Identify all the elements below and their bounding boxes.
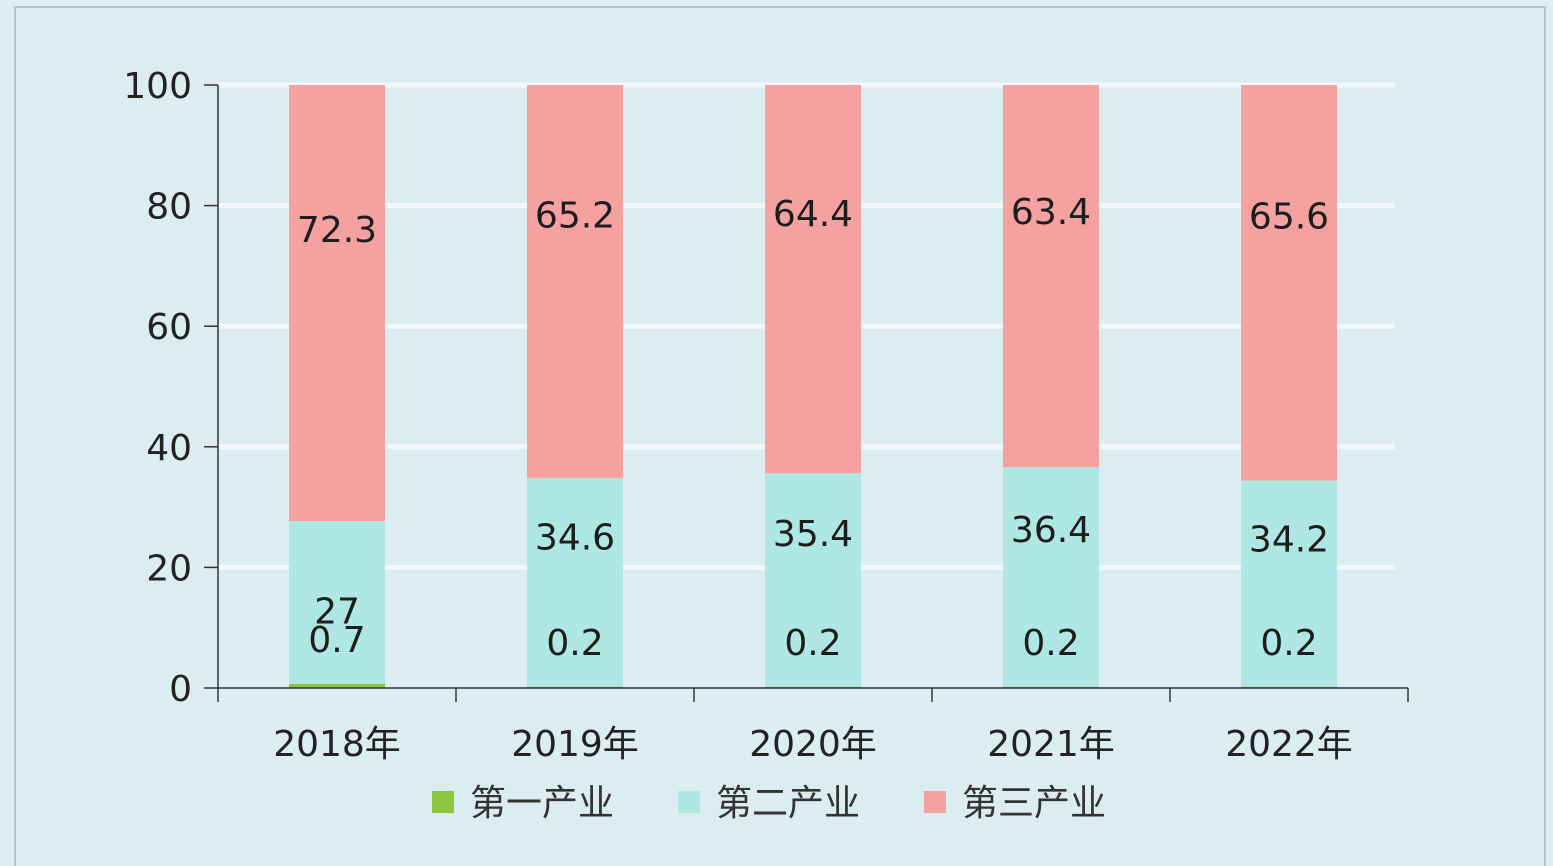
bar-2-2019年 [527, 478, 623, 687]
bar-3-2020年 [765, 85, 861, 474]
x-tick-label-2019年: 2019年 [511, 724, 639, 765]
bar-3-2019年 [527, 85, 623, 479]
data-label-s3-2020年: 64.4 [773, 194, 853, 235]
bar-2-2022年 [1241, 480, 1337, 687]
legend-swatch-3 [924, 791, 946, 813]
bar-2-2020年 [765, 473, 861, 687]
bar-3-2022年 [1241, 85, 1337, 481]
data-label-s2-2018年: 27 [314, 592, 360, 633]
data-label-s3-2019年: 65.2 [535, 196, 615, 237]
y-tick-label-100: 100 [123, 66, 192, 107]
data-label-s1-2022年: 0.2 [1260, 623, 1317, 664]
bar-3-2021年 [1003, 85, 1099, 468]
data-label-s1-2018年: 0.7 [308, 620, 365, 661]
data-label-s1-2019年: 0.2 [546, 623, 603, 664]
data-label-s3-2021年: 63.4 [1011, 192, 1091, 233]
data-label-s3-2022年: 65.6 [1249, 197, 1329, 238]
x-tick-label-2020年: 2020年 [749, 724, 877, 765]
x-tick-label-2018年: 2018年 [273, 724, 401, 765]
data-label-s1-2021年: 0.2 [1022, 623, 1079, 664]
bar-2-2021年 [1003, 467, 1099, 687]
bar-2-2018年 [289, 520, 385, 684]
x-tick-label-2021年: 2021年 [987, 724, 1115, 765]
legend-label-3: 第三产业 [962, 783, 1106, 824]
data-label-s3-2018年: 72.3 [297, 210, 377, 251]
legend-label-1: 第一产业 [470, 783, 614, 824]
y-tick-label-60: 60 [146, 307, 192, 348]
x-tick-label-2022年: 2022年 [1225, 724, 1353, 765]
y-tick-label-0: 0 [169, 669, 192, 710]
bar-3-2018年 [289, 85, 385, 521]
bar-1-2018年 [289, 683, 385, 688]
data-label-s2-2022年: 34.2 [1249, 519, 1329, 560]
data-label-s2-2020年: 35.4 [773, 514, 853, 555]
data-label-s2-2021年: 36.4 [1011, 510, 1091, 551]
y-tick-label-20: 20 [146, 548, 192, 589]
legend-label-2: 第二产业 [716, 783, 860, 824]
legend-swatch-1 [432, 791, 454, 813]
legend-swatch-2 [678, 791, 700, 813]
y-tick-label-80: 80 [146, 187, 192, 228]
data-label-s1-2020年: 0.2 [784, 623, 841, 664]
data-label-s2-2019年: 34.6 [535, 518, 615, 559]
y-tick-label-40: 40 [146, 428, 192, 469]
